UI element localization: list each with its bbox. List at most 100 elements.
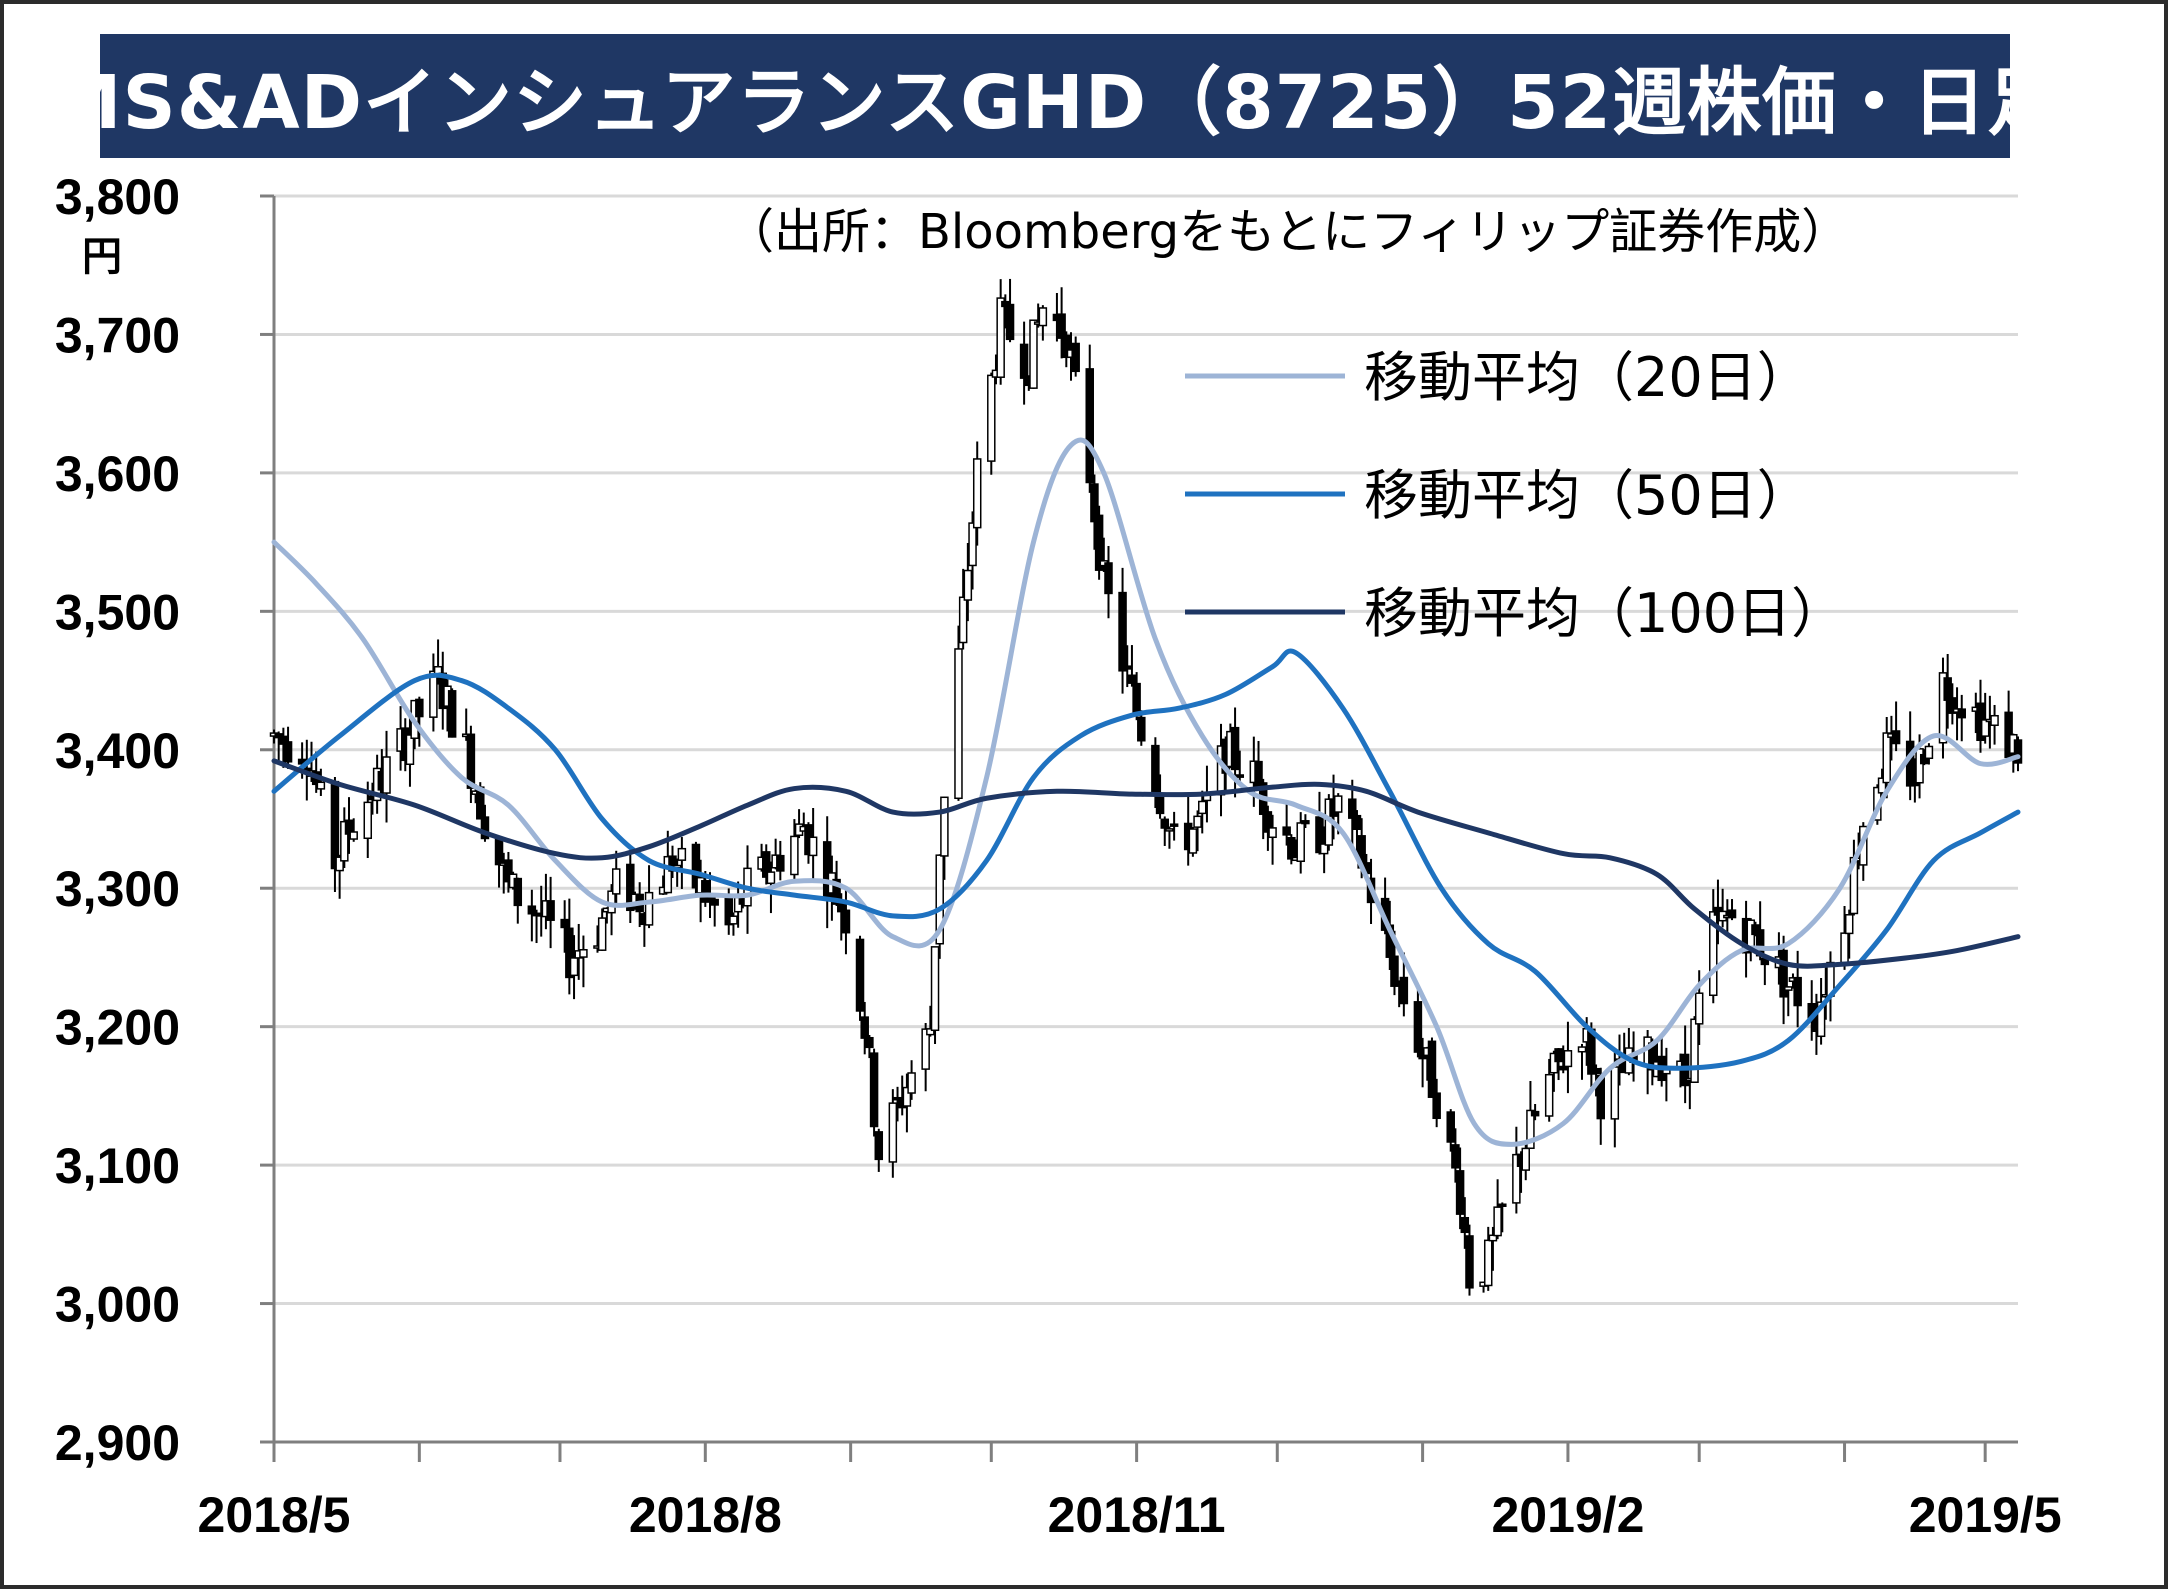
candle-body-2018-05-21 [363,801,373,840]
ma-line-3 [271,758,2021,969]
y-tick-label-3800: 3,800 [55,169,180,225]
candle-body-2019-01-17 [1493,1206,1502,1237]
candle-body-2018-10-17 [1062,334,1071,359]
candle-body-2018-06-04 [429,670,438,718]
candle-body-2019-02-04 [1577,1046,1587,1053]
candle-body-2018-08-07 [729,915,738,925]
candle-body-2018-10-26 [1104,562,1113,595]
candle-body-2019-01-25 [1530,1110,1540,1117]
candle-body-2018-06-25 [527,905,537,915]
candle-body-2018-11-09 [1169,823,1179,827]
candle-body-2019-04-09 [1877,777,1887,794]
candle-body-2018-07-10 [597,917,607,951]
candle-body-2018-09-04 [860,1016,869,1039]
candle-body-2018-09-06 [869,1052,879,1128]
axes [260,194,2018,1462]
candle-body-2018-11-05 [1151,744,1160,794]
candle-body-2018-06-08 [447,690,457,738]
candle-body-2018-08-24 [808,836,818,857]
candle-body-2018-10-31 [1127,674,1137,684]
candle-body-2019-04-22 [1938,672,1948,744]
x-tick-label-2018-05: 2018/5 [198,1487,351,1543]
x-tick-label-2019-05: 2019/5 [1909,1487,2062,1543]
candle-body-2018-09-26 [963,569,973,601]
candle-body-2018-10-19 [1071,342,1080,373]
candle-body-2019-04-24 [1948,697,1957,714]
candle-body-2019-03-08 [1727,909,1737,919]
x-tick-label-2018-08: 2018/8 [629,1487,782,1543]
candle-body-2019-01-11 [1465,1235,1474,1289]
y-tick-label-3700: 3,700 [55,307,180,363]
candle-body-2018-08-17 [776,854,785,872]
axis-labels: 2,900 3,000 3,100 3,200 3,300 3,400 3,500 3,600… [55,169,2062,1543]
candle-body-2018-08-03 [710,898,719,906]
candle-body-2019-05-03 [1990,714,1999,726]
candle-body-2018-12-14 [1333,795,1343,813]
y-tick-label-3300: 3,300 [55,861,180,917]
candle-body-2019-01-24 [1526,1109,1535,1149]
candle-body-2018-09-21 [940,796,949,857]
candle-body-2018-06-18 [494,838,504,866]
candle-body-2018-05-17 [344,819,354,835]
legend-label-1: 移動平均（20日） [1364,346,1811,409]
candle-body-2018-12-26 [1390,955,1399,987]
candle-body-2018-07-06 [579,949,588,958]
candle-body-2019-05-08 [2013,739,2023,764]
candle-body-2019-01-28 [1544,1073,1554,1117]
candle-body-2018-09-28 [972,458,982,529]
candle-body-2019-03-19 [1779,949,1788,998]
y-tick-label-3200: 3,200 [55,1000,180,1056]
candle-body-2018-12-18 [1352,814,1362,830]
candle-body-2018-05-30 [405,734,415,766]
candle-body-2018-11-13 [1188,828,1198,854]
candle-body-2018-10-30 [1122,665,1132,670]
candle-body-2018-09-25 [958,596,968,644]
y-tick-label-3000: 3,000 [55,1277,180,1333]
candle-body-2018-12-31 [1413,1001,1423,1053]
candle-body-2018-08-15 [766,871,776,885]
candle-body-2019-03-04 [1709,911,1718,997]
y-tick-label-3500: 3,500 [55,584,180,640]
y-tick-label-2900: 2,900 [55,1415,180,1471]
legend: 移動平均（20日） 移動平均（50日） 移動平均（100日） [1185,346,1845,645]
candle-body-2018-12-28 [1399,976,1409,1005]
y-unit-label: 円 [82,234,122,280]
candle-body-2018-07-24 [663,855,673,894]
candle-body-2019-01-29 [1549,1052,1559,1074]
candle-body-2018-11-06 [1155,794,1165,815]
candle-body-2019-01-09 [1455,1170,1465,1215]
candle-body-2018-05-18 [349,831,358,840]
candle-body-2019-02-11 [1610,1066,1620,1120]
ma-line-1 [271,437,2021,1147]
candle-body-2018-08-31 [841,909,851,934]
candle-body-2019-02-28 [1690,1018,1699,1083]
candle-body-2018-07-02 [560,918,569,929]
candle-body-2019-01-31 [1558,1065,1568,1071]
candle-body-2018-09-03 [855,938,865,1012]
gridlines [274,194,2018,1306]
chart-title: MS&ADインシュアランスGHD（8725）52週株価・日足 [47,59,2063,146]
candle-body-2018-09-18 [926,1028,935,1036]
candle-body-2019-01-15 [1483,1239,1493,1287]
candle-body-2019-04-10 [1882,732,1891,784]
candle-body-2018-09-19 [930,946,940,1032]
candle-body-2018-12-17 [1348,798,1357,819]
candle-body-2018-07-16 [626,863,635,912]
ma-line-2 [271,648,2021,1071]
candle-body-2018-11-29 [1263,811,1273,833]
candle-body-2019-05-01 [1980,719,1990,737]
candle-body-2018-07-13 [611,868,621,895]
y-tick-label-3400: 3,400 [55,723,180,779]
candle-body-2018-11-23 [1235,774,1245,778]
candle-body-2018-05-03 [279,735,288,745]
candle-body-2018-10-08 [1019,343,1029,379]
y-tick-label-3100: 3,100 [55,1138,180,1194]
candle-body-2018-06-29 [546,900,555,921]
candle-body-2018-08-06 [724,897,734,926]
candle-body-2018-09-10 [888,1102,898,1163]
candle-body-2019-01-08 [1451,1144,1460,1169]
candle-body-2018-11-02 [1137,716,1146,742]
title-bar: MS&ADインシュアランスGHD（8725）52週株価・日足 [48,34,2061,158]
candle-body-2018-12-06 [1296,822,1305,862]
candle-body-2018-10-29 [1118,591,1127,672]
